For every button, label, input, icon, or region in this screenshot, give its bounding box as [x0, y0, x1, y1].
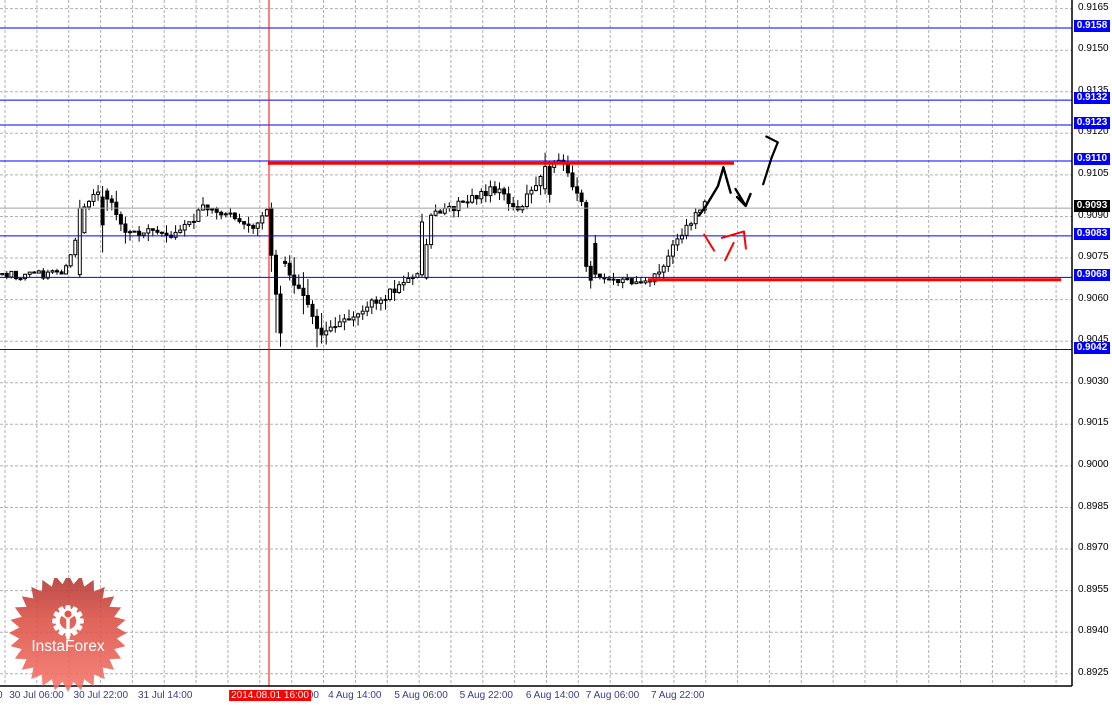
- svg-text:InstaForex: InstaForex: [31, 638, 104, 655]
